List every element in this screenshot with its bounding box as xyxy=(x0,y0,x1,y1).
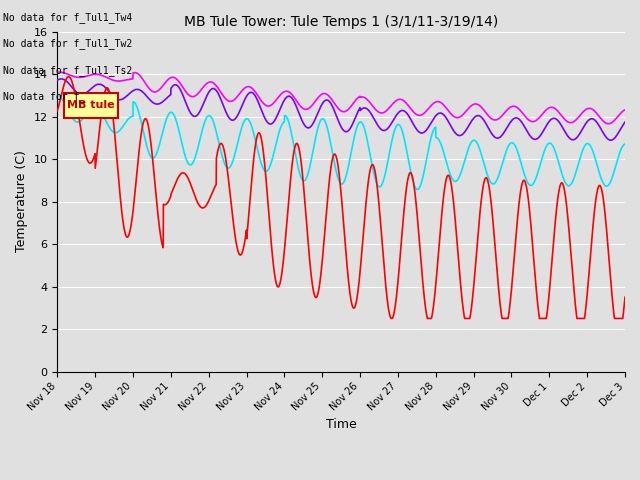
Title: MB Tule Tower: Tule Temps 1 (3/1/11-3/19/14): MB Tule Tower: Tule Temps 1 (3/1/11-3/19… xyxy=(184,15,499,29)
Text: MB tule: MB tule xyxy=(67,100,115,110)
Y-axis label: Temperature (C): Temperature (C) xyxy=(15,151,28,252)
Text: No data for f_Tul1_Tw4: No data for f_Tul1_Tw4 xyxy=(3,12,132,23)
Text: No data for f_Tul1_Tw2: No data for f_Tul1_Tw2 xyxy=(3,38,132,49)
Text: No data for f_: No data for f_ xyxy=(3,91,86,102)
X-axis label: Time: Time xyxy=(326,419,356,432)
Text: No data for f_Tul1_Ts2: No data for f_Tul1_Ts2 xyxy=(3,65,132,76)
Legend: Tul1_Tw+10cm, Tul1_Ts-8cm, Tul1_Ts-16cm, Tul1_Ts-32cm: Tul1_Tw+10cm, Tul1_Ts-8cm, Tul1_Ts-16cm,… xyxy=(110,475,573,480)
